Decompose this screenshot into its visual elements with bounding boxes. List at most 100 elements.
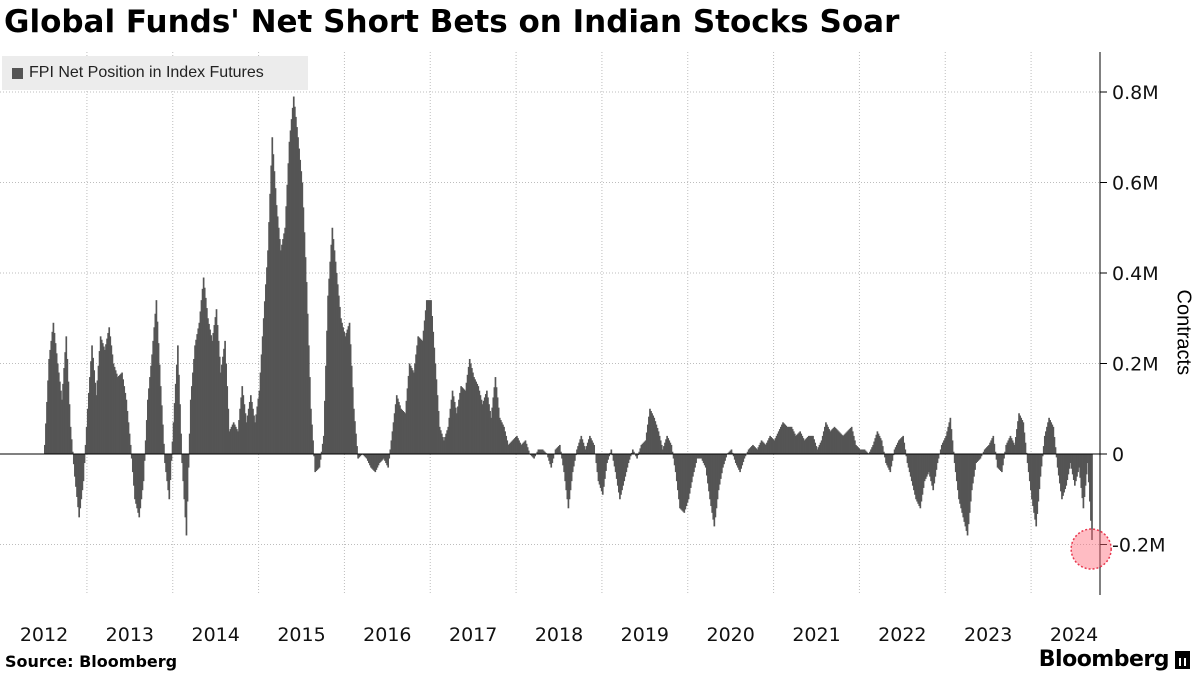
- data-bar: [230, 426, 233, 454]
- data-bar: [182, 454, 185, 482]
- data-bar: [206, 308, 208, 454]
- data-bar: [119, 374, 121, 454]
- data-bar: [1083, 454, 1086, 497]
- data-bar: [886, 454, 888, 466]
- data-bar: [614, 454, 617, 473]
- data-bar: [63, 368, 65, 454]
- data-bar: [626, 454, 629, 468]
- data-bar: [59, 381, 61, 454]
- data-bar: [600, 454, 603, 492]
- data-bar: [169, 454, 172, 481]
- data-bar: [973, 454, 975, 477]
- data-bar: [254, 422, 256, 454]
- data-bar: [222, 356, 224, 454]
- data-bar: [384, 454, 386, 461]
- data-bar: [378, 454, 381, 464]
- data-bar: [919, 454, 922, 509]
- data-bar: [1046, 426, 1048, 454]
- data-bar: [480, 399, 483, 454]
- data-bar: [908, 454, 911, 473]
- data-bar: [627, 454, 630, 464]
- data-bar: [473, 377, 475, 454]
- data-bar: [965, 454, 968, 531]
- data-bar: [164, 454, 166, 464]
- data-bar: [819, 442, 822, 454]
- data-bar: [894, 447, 897, 454]
- data-bar: [542, 450, 545, 454]
- data-bar: [763, 443, 766, 454]
- data-bar: [144, 440, 147, 454]
- data-bar: [376, 454, 379, 468]
- data-bar: [198, 322, 201, 454]
- data-bar: [123, 386, 126, 454]
- data-bar: [475, 381, 477, 454]
- data-bar: [889, 454, 892, 473]
- data-bar: [477, 386, 480, 454]
- data-bar: [496, 397, 499, 454]
- data-bar: [869, 451, 871, 454]
- data-bar: [484, 394, 487, 454]
- data-bar: [515, 437, 517, 454]
- data-bar: [646, 424, 649, 454]
- data-bar: [939, 449, 942, 454]
- data-bar: [368, 454, 370, 464]
- data-bar: [1064, 454, 1067, 490]
- data-bar: [494, 377, 497, 454]
- data-bar: [201, 288, 204, 454]
- data-bar: [930, 454, 932, 482]
- data-bar: [227, 408, 230, 454]
- data-bar: [350, 365, 353, 454]
- data-bar: [874, 438, 877, 454]
- data-bar: [167, 454, 170, 491]
- data-bar: [1011, 440, 1014, 454]
- data-bar: [440, 433, 443, 454]
- data-bar: [1048, 417, 1050, 454]
- data-bar: [592, 442, 594, 454]
- data-bar: [920, 454, 923, 502]
- data-bar: [554, 449, 557, 454]
- data-bar: [990, 440, 992, 454]
- data-bar: [95, 395, 98, 454]
- data-bar: [648, 416, 650, 454]
- data-bar: [89, 377, 91, 454]
- data-bar: [915, 454, 917, 500]
- data-bar: [903, 442, 906, 454]
- data-bar: [464, 390, 467, 454]
- data-bar: [596, 454, 599, 473]
- data-bar: [922, 454, 925, 488]
- data-bar: [674, 454, 677, 473]
- data-bar: [864, 450, 867, 454]
- data-bar: [806, 437, 809, 454]
- data-bar: [547, 454, 549, 458]
- data-bar: [1033, 454, 1035, 513]
- data-bar: [983, 449, 986, 454]
- data-bar: [306, 313, 309, 454]
- x-tick-label: 2018: [535, 624, 583, 646]
- data-bar: [387, 454, 390, 468]
- data-bar: [463, 389, 466, 454]
- data-bar: [898, 440, 900, 454]
- data-bar: [159, 386, 162, 454]
- data-bar: [225, 363, 227, 454]
- data-bar: [1017, 421, 1019, 454]
- data-bar: [170, 454, 173, 461]
- data-bar: [671, 451, 674, 454]
- data-bar: [391, 431, 394, 454]
- data-bar: [118, 375, 120, 454]
- data-bar: [789, 426, 792, 454]
- data-bar: [1061, 454, 1063, 500]
- data-bar: [403, 412, 406, 454]
- data-bar: [421, 340, 424, 454]
- data-bar: [442, 437, 444, 454]
- data-bar: [453, 401, 456, 454]
- data-bar: [736, 454, 738, 466]
- data-bar: [215, 309, 218, 454]
- data-bar: [298, 148, 300, 454]
- data-bar: [611, 454, 614, 456]
- data-bar: [503, 426, 505, 454]
- data-bar: [1062, 454, 1064, 496]
- data-bar: [149, 377, 151, 454]
- data-bar: [978, 454, 981, 460]
- data-bar: [563, 454, 565, 473]
- data-bar: [865, 451, 868, 454]
